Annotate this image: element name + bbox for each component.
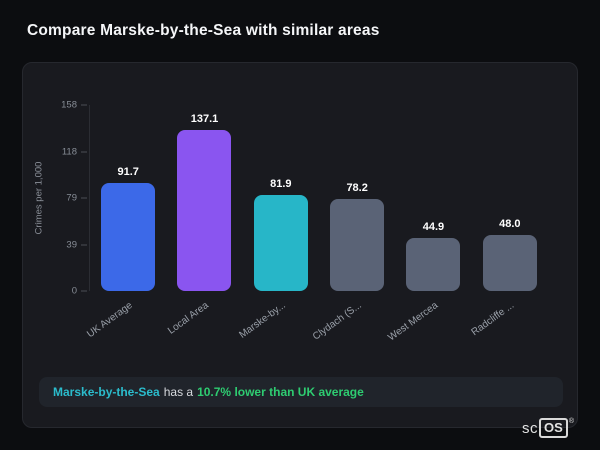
bar-slot: 78.2 Clydach (S... — [311, 105, 395, 343]
note-area-name: Marske-by-the-Sea — [53, 385, 160, 399]
note-highlight-text: 10.7% lower than UK average — [197, 385, 364, 399]
logo-boxed-text: OS — [539, 418, 568, 438]
bar-value-label: 137.1 — [190, 112, 219, 125]
page-title: Compare Marske-by-the-Sea with similar a… — [27, 22, 380, 39]
bar-category-label: Clydach (S... — [310, 300, 364, 343]
bar-slot: 48.0 Radcliffe ... — [469, 105, 548, 338]
bar-value-label: 78.2 — [346, 181, 368, 194]
bar-value-label: 91.7 — [117, 166, 139, 179]
y-axis-label: Crimes per 1,000 — [33, 161, 45, 235]
bar-value-label: 44.9 — [422, 221, 445, 234]
bar-value-label: 81.9 — [270, 177, 292, 190]
bar-slot: 81.9 Marske-by... — [237, 105, 319, 341]
bar-slot: 91.7 UK Average — [85, 105, 166, 340]
bar-category-label: UK Average — [85, 300, 135, 341]
logo-prefix: sc — [522, 419, 539, 437]
registered-mark-icon: ® — [568, 418, 574, 425]
y-tick: 79 — [66, 193, 87, 204]
bar-slot: 137.1 Local Area — [166, 105, 242, 337]
y-tick: 158 — [61, 100, 87, 111]
chart-bar[interactable] — [482, 234, 537, 291]
bar-value-label: 48.0 — [499, 217, 521, 230]
chart-bar[interactable] — [101, 183, 156, 291]
y-tick: 118 — [62, 147, 87, 158]
y-tick: 0 — [72, 286, 87, 297]
bar-category-label: Marske-by... — [236, 300, 288, 341]
chart-card: Crimes per 1,000 158 118 79 39 0 91.7 UK Aver… — [22, 62, 578, 428]
scos-logo: sc OS ® — [522, 418, 574, 438]
chart-bar[interactable] — [406, 238, 461, 291]
bar-category-label: Radcliffe ... — [469, 300, 517, 339]
bar-category-label: Local Area — [166, 300, 211, 337]
y-tick: 39 — [66, 240, 87, 251]
note-banner: Marske-by-the-Sea has a 10.7% lower than… — [39, 377, 563, 407]
bar-slot: 44.9 West Mercea — [386, 105, 471, 343]
chart-bar[interactable] — [177, 129, 232, 291]
chart-bar[interactable] — [253, 194, 308, 291]
bar-category-label: West Mercea — [385, 300, 440, 344]
chart-bar[interactable] — [330, 198, 385, 291]
note-middle-text: has a — [163, 385, 194, 399]
plot-area: 91.7 UK Average 137.1 Local Area 81.9 Marske-… — [85, 105, 548, 343]
y-axis-ticks: 158 118 79 39 0 — [47, 100, 87, 297]
